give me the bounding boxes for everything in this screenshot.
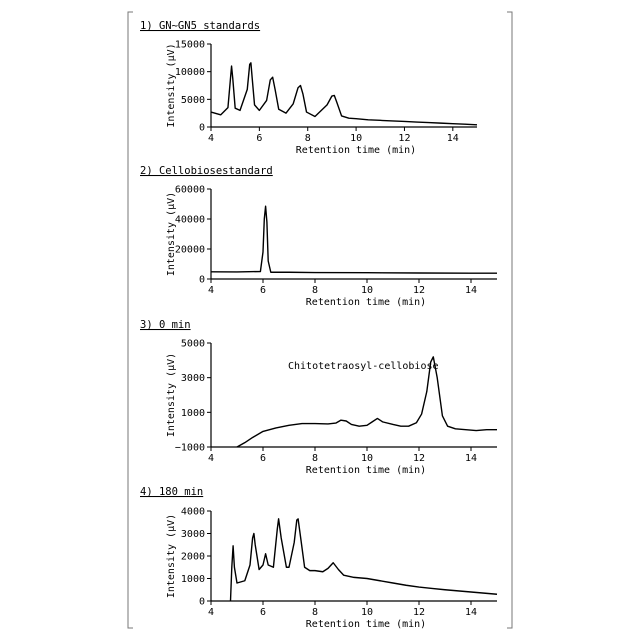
- x-tick-label: 4: [208, 133, 214, 144]
- x-tick-label: 14: [465, 285, 477, 296]
- x-tick-label: 6: [260, 285, 266, 296]
- x-tick-label: 4: [208, 285, 214, 296]
- x-tick-label: 12: [413, 453, 425, 464]
- panel-title: 4) 180 min: [140, 486, 203, 498]
- x-tick-label: 10: [350, 133, 362, 144]
- x-tick-label: 8: [312, 285, 318, 296]
- chart-panel-3: 3) 0 min 4 6 8 10 12 14 −1000 1000 3000 5000 Retent…: [140, 319, 497, 476]
- chromatogram-trace: [211, 63, 477, 125]
- y-tick-label: 10000: [175, 67, 205, 78]
- y-tick-label: 60000: [175, 185, 205, 196]
- chart-panel-4: 4) 180 min 4 6 8 10 12 14 0 1000 2000 3000 4000 Rete…: [140, 486, 497, 630]
- y-tick-label: −1000: [175, 443, 205, 454]
- chart-panel-2: 2) Cellobiosestandard 4 6 8 10 12 14 0 20000 4000…: [140, 165, 497, 308]
- x-tick-label: 12: [398, 133, 410, 144]
- x-axis-label: Retention time (min): [296, 145, 416, 156]
- x-tick-label: 12: [413, 285, 425, 296]
- x-tick-label: 8: [312, 607, 318, 618]
- x-tick-label: 14: [447, 133, 459, 144]
- panel-title: 2) Cellobiosestandard: [140, 165, 273, 177]
- x-tick-label: 14: [465, 607, 477, 618]
- x-axis-label: Retention time (min): [306, 619, 426, 630]
- y-axis-label: Intensity (μV): [166, 43, 177, 127]
- right-bracket: [507, 12, 512, 628]
- x-tick-label: 10: [361, 453, 373, 464]
- chromatogram-trace: [211, 206, 497, 273]
- chart-panel-1: 1) GN~GN5 standards 4 6 8 10 12 14 0 5000 10000 15…: [140, 20, 477, 156]
- left-bracket: [128, 12, 133, 628]
- x-tick-label: 10: [361, 607, 373, 618]
- x-axis-label: Retention time (min): [306, 297, 426, 308]
- y-tick-label: 0: [199, 123, 205, 134]
- y-axis-label: Intensity (μV): [166, 353, 177, 437]
- y-tick-label: 3000: [181, 373, 205, 384]
- chromatogram-trace: [231, 519, 498, 601]
- x-tick-label: 4: [208, 453, 214, 464]
- x-axis-label: Retention time (min): [306, 465, 426, 476]
- panel-title: 3) 0 min: [140, 319, 191, 331]
- y-tick-label: 1000: [181, 574, 205, 585]
- x-tick-label: 12: [413, 607, 425, 618]
- x-tick-label: 10: [361, 285, 373, 296]
- x-tick-label: 4: [208, 607, 214, 618]
- y-tick-label: 4000: [181, 507, 205, 518]
- y-tick-label: 2000: [181, 552, 205, 563]
- y-tick-label: 1000: [181, 408, 205, 419]
- x-tick-label: 6: [260, 453, 266, 464]
- peak-annotation: Chitotetraosyl-cellobiose: [288, 361, 439, 372]
- x-tick-label: 6: [256, 133, 262, 144]
- x-tick-label: 8: [312, 453, 318, 464]
- y-tick-label: 5000: [181, 339, 205, 350]
- panel-title: 1) GN~GN5 standards: [140, 20, 260, 32]
- x-tick-label: 14: [465, 453, 477, 464]
- y-tick-label: 40000: [175, 215, 205, 226]
- y-axis-label: Intensity (μV): [166, 514, 177, 598]
- y-tick-label: 3000: [181, 529, 205, 540]
- x-tick-label: 6: [260, 607, 266, 618]
- y-axis-label: Intensity (μV): [166, 192, 177, 276]
- y-tick-label: 0: [199, 275, 205, 286]
- y-tick-label: 0: [199, 597, 205, 608]
- y-tick-label: 15000: [175, 40, 205, 51]
- x-tick-label: 8: [305, 133, 311, 144]
- y-tick-label: 20000: [175, 245, 205, 256]
- y-tick-label: 5000: [181, 95, 205, 106]
